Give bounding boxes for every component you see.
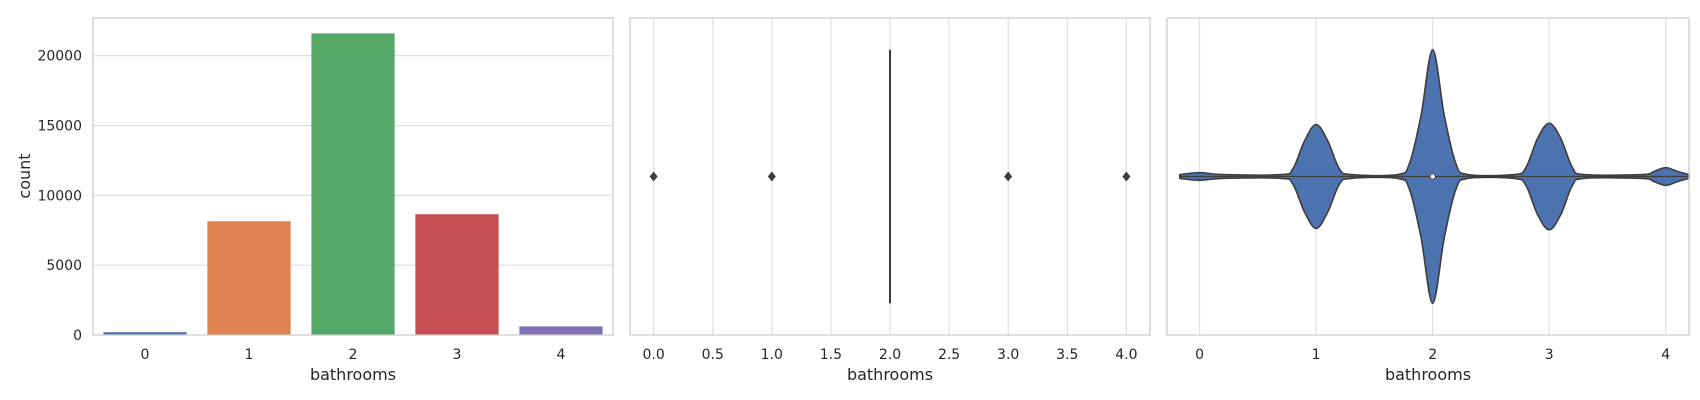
bar-4 xyxy=(519,326,603,335)
violin-median-point xyxy=(1429,173,1436,180)
x-tick-label: 1.5 xyxy=(820,347,842,363)
plot-frame-3 xyxy=(1166,17,1690,336)
bar-2 xyxy=(311,33,395,335)
x-tick-label: 2 xyxy=(1428,347,1437,363)
x-tick-label: 0 xyxy=(141,347,150,363)
outlier-point xyxy=(649,171,658,182)
x-tick-labels: 0.0 0.5 1.0 1.5 2.0 2.5 3.0 3.5 4.0 xyxy=(643,347,1138,363)
count-bar-chart: 0 5000 10000 15000 20000 0 1 2 3 4 bathrooms cou… xyxy=(15,17,614,384)
x-tick-label: 2.5 xyxy=(938,347,960,363)
outlier-point xyxy=(1122,171,1131,182)
outliers xyxy=(649,171,1131,182)
y-tick-label: 10000 xyxy=(37,188,82,204)
x-axis-label: bathrooms xyxy=(847,365,933,384)
x-tick-label: 0.0 xyxy=(643,347,665,363)
bars xyxy=(103,33,603,335)
plot-frame-1 xyxy=(92,17,614,336)
x-tick-label: 2.0 xyxy=(879,347,901,363)
box-plot: 0.0 0.5 1.0 1.5 2.0 2.5 3.0 3.5 4.0 bathrooms xyxy=(629,17,1151,384)
x-tick-label: 0.5 xyxy=(702,347,724,363)
x-tick-label: 1 xyxy=(245,347,254,363)
bar-1 xyxy=(207,221,291,335)
outlier-point xyxy=(767,171,776,182)
y-tick-labels: 0 5000 10000 15000 20000 xyxy=(37,49,82,344)
x-tick-labels: 0 1 2 3 4 xyxy=(141,347,566,363)
plot-frame-2 xyxy=(629,17,1151,336)
x-tick-label: 4.0 xyxy=(1115,347,1137,363)
x-tick-label: 3 xyxy=(453,347,462,363)
y-tick-label: 0 xyxy=(73,328,82,344)
bar-3 xyxy=(415,214,499,335)
x-tick-label: 4 xyxy=(1661,347,1670,363)
y-tick-label: 20000 xyxy=(37,49,82,65)
x-tick-label: 1 xyxy=(1312,347,1321,363)
x-tick-label: 2 xyxy=(349,347,358,363)
x-tick-label: 1.0 xyxy=(761,347,783,363)
x-tick-labels: 0 1 2 3 4 xyxy=(1195,347,1670,363)
x-tick-label: 3 xyxy=(1545,347,1554,363)
x-tick-label: 3.0 xyxy=(997,347,1019,363)
x-axis-label: bathrooms xyxy=(1385,365,1471,384)
x-tick-label: 4 xyxy=(557,347,566,363)
violin-plot: 0 1 2 3 4 bathrooms xyxy=(1166,17,1690,384)
x-axis-label: bathrooms xyxy=(310,365,396,384)
bar-0 xyxy=(103,332,187,335)
outlier-point xyxy=(1004,171,1013,182)
x-tick-label: 3.5 xyxy=(1056,347,1078,363)
y-tick-label: 5000 xyxy=(46,258,82,274)
y-axis-label: count xyxy=(15,153,34,198)
x-tick-label: 0 xyxy=(1195,347,1204,363)
y-tick-label: 15000 xyxy=(37,119,82,135)
